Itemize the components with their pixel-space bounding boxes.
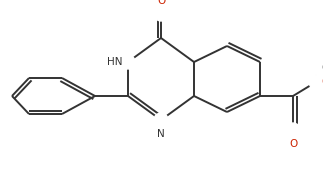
- Circle shape: [154, 7, 168, 21]
- Circle shape: [154, 113, 168, 127]
- Text: O: O: [157, 0, 165, 6]
- Circle shape: [121, 55, 135, 69]
- Text: O: O: [321, 77, 323, 87]
- Circle shape: [309, 61, 323, 75]
- Circle shape: [309, 75, 323, 89]
- Text: CH₃: CH₃: [321, 63, 323, 73]
- Text: N: N: [157, 129, 165, 139]
- Circle shape: [286, 123, 300, 137]
- Text: O: O: [289, 139, 297, 149]
- Text: HN: HN: [108, 57, 123, 67]
